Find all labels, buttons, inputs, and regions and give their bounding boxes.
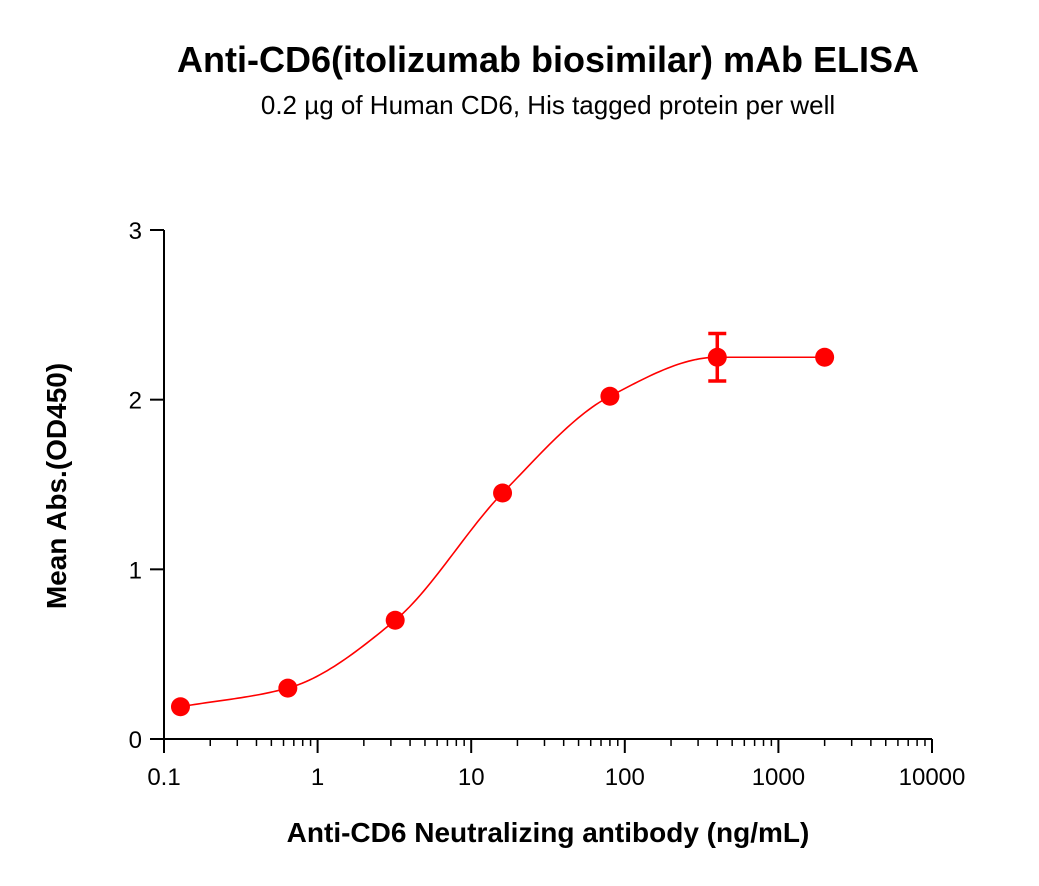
x-tick-label: 10000 [899, 764, 966, 791]
data-point [707, 347, 727, 367]
y-axis-ticks: 0 1 2 3 [129, 218, 164, 754]
chart-title: Anti-CD6(itolizumab biosimilar) mAb ELIS… [176, 39, 920, 80]
data-point [278, 678, 298, 698]
y-axis-title: Mean Abs.(OD450) [41, 363, 72, 609]
x-tick-label: 10 [458, 764, 485, 791]
x-tick-label: 100 [605, 764, 645, 791]
fit-curve [180, 356, 825, 708]
y-axis: 0 1 2 3 [129, 218, 165, 754]
chart-subtitle: 0.2 µg of Human CD6, His tagged protein … [260, 90, 836, 120]
x-axis-title: Anti-CD6 Neutralizing antibody (ng/mL) [287, 817, 810, 848]
data-point [600, 386, 620, 406]
x-tick-label: 0.1 [147, 764, 180, 791]
data-point [493, 483, 513, 503]
x-axis-ticks: 0.1 1 10 100 1000 10000 [147, 739, 965, 791]
y-tick-label: 1 [129, 557, 142, 584]
x-tick-label: 1000 [752, 764, 805, 791]
data-point [385, 610, 405, 630]
y-tick-label: 2 [129, 388, 142, 415]
y-tick-label: 3 [129, 218, 142, 245]
data-point [815, 347, 835, 367]
plot-area [170, 331, 835, 717]
data-point [170, 697, 190, 717]
x-tick-label: 1 [311, 764, 324, 791]
x-axis: 0.1 1 10 100 1000 10000 [147, 738, 965, 791]
y-tick-label: 0 [129, 727, 142, 754]
